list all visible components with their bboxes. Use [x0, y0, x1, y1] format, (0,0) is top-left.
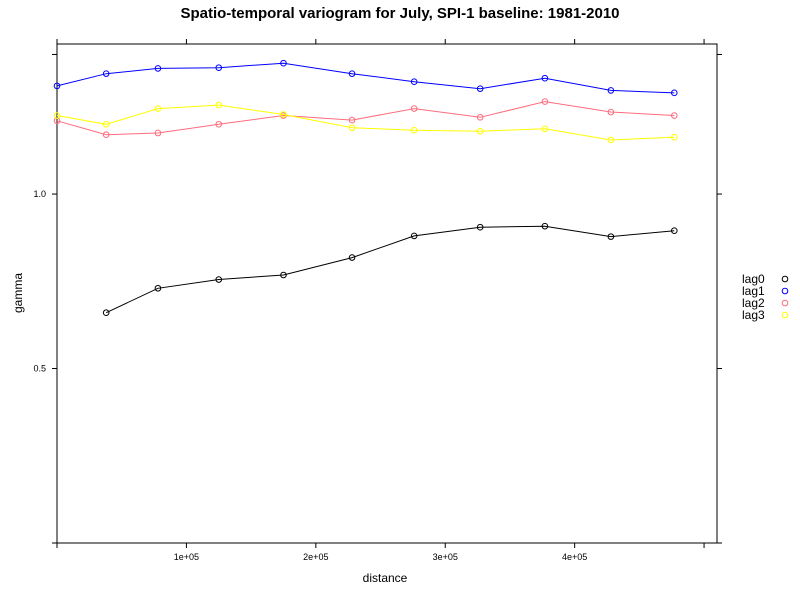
data-point-lag1 — [476, 85, 484, 92]
data-point-lag0 — [476, 223, 484, 231]
x-tick-label: 1e+05 — [174, 552, 199, 562]
data-point-lag0 — [607, 233, 615, 240]
data-point-lag1 — [280, 59, 287, 67]
x-axis-label: distance — [363, 571, 408, 585]
data-point-lag0 — [154, 284, 162, 292]
data-point-lag3 — [670, 133, 678, 141]
data-point-lag1 — [215, 64, 223, 72]
data-point-lag3 — [154, 105, 162, 112]
data-point-lag3 — [280, 111, 287, 118]
y-axis-label: gamma — [11, 273, 25, 313]
data-point-lag2 — [670, 112, 678, 119]
legend-label-lag2: lag2 — [742, 296, 765, 310]
y-axis-ticks: 0.5 1.0 — [33, 53, 722, 544]
data-point-lag0 — [410, 232, 418, 240]
data-point-lag1 — [670, 89, 678, 97]
x-tick-label: 3e+05 — [433, 552, 458, 562]
legend-marker-lag1 — [781, 287, 789, 295]
data-point-lag1 — [53, 82, 61, 90]
data-point-lag3 — [607, 136, 615, 144]
series-lag1 — [53, 59, 678, 97]
data-point-lag1 — [410, 78, 418, 85]
data-point-lag3 — [410, 126, 418, 134]
legend-marker-lag0 — [781, 275, 789, 283]
x-tick-label: 4e+05 — [562, 552, 587, 562]
series-line-lag0 — [105, 225, 675, 314]
data-point-lag0 — [280, 271, 287, 279]
data-point-lag2 — [410, 105, 418, 112]
data-point-lag0 — [670, 227, 678, 234]
legend-label-lag0: lag0 — [742, 272, 765, 286]
legend-marker-lag2 — [781, 299, 789, 307]
data-point-lag0 — [348, 254, 356, 261]
data-point-lag0 — [215, 276, 223, 283]
data-point-lag1 — [154, 65, 162, 72]
series-line-lag1 — [56, 62, 675, 94]
data-point-lag2 — [154, 129, 162, 137]
data-point-lag3 — [102, 120, 110, 128]
plot-panel-border — [56, 43, 718, 544]
y-tick-label: 1.0 — [33, 189, 46, 199]
data-point-lag3 — [215, 101, 223, 109]
data-point-lag1 — [348, 70, 356, 77]
data-point-lag1 — [607, 87, 615, 94]
data-point-lag2 — [541, 98, 549, 105]
data-point-lag2 — [476, 113, 484, 121]
legend-marker-lag3 — [781, 311, 789, 319]
legend-label-lag1: lag1 — [742, 284, 765, 298]
series-layer — [53, 59, 678, 316]
data-point-lag2 — [215, 120, 223, 128]
legend-label-lag3: lag3 — [742, 308, 765, 322]
series-lag2 — [53, 98, 678, 139]
data-point-lag2 — [348, 116, 356, 124]
y-tick-label: 0.5 — [33, 364, 46, 374]
data-point-lag3 — [541, 125, 549, 133]
series-line-lag2 — [56, 101, 675, 136]
series-lag3 — [53, 101, 678, 144]
series-lag0 — [102, 222, 678, 316]
x-tick-label: 2e+05 — [303, 552, 328, 562]
chart-title: Spatio-temporal variogram for July, SPI-… — [180, 5, 619, 22]
data-point-lag3 — [476, 127, 484, 135]
x-axis-ticks: 1e+05 2e+05 3e+05 4e+05 — [56, 39, 705, 562]
data-point-lag2 — [102, 131, 110, 139]
data-point-lag2 — [607, 108, 615, 116]
data-point-lag1 — [541, 74, 549, 82]
data-point-lag3 — [53, 112, 61, 119]
data-point-lag3 — [348, 124, 356, 132]
data-point-lag0 — [541, 222, 549, 230]
data-point-lag0 — [102, 309, 110, 316]
data-point-lag1 — [102, 70, 110, 77]
series-line-lag3 — [56, 104, 675, 141]
